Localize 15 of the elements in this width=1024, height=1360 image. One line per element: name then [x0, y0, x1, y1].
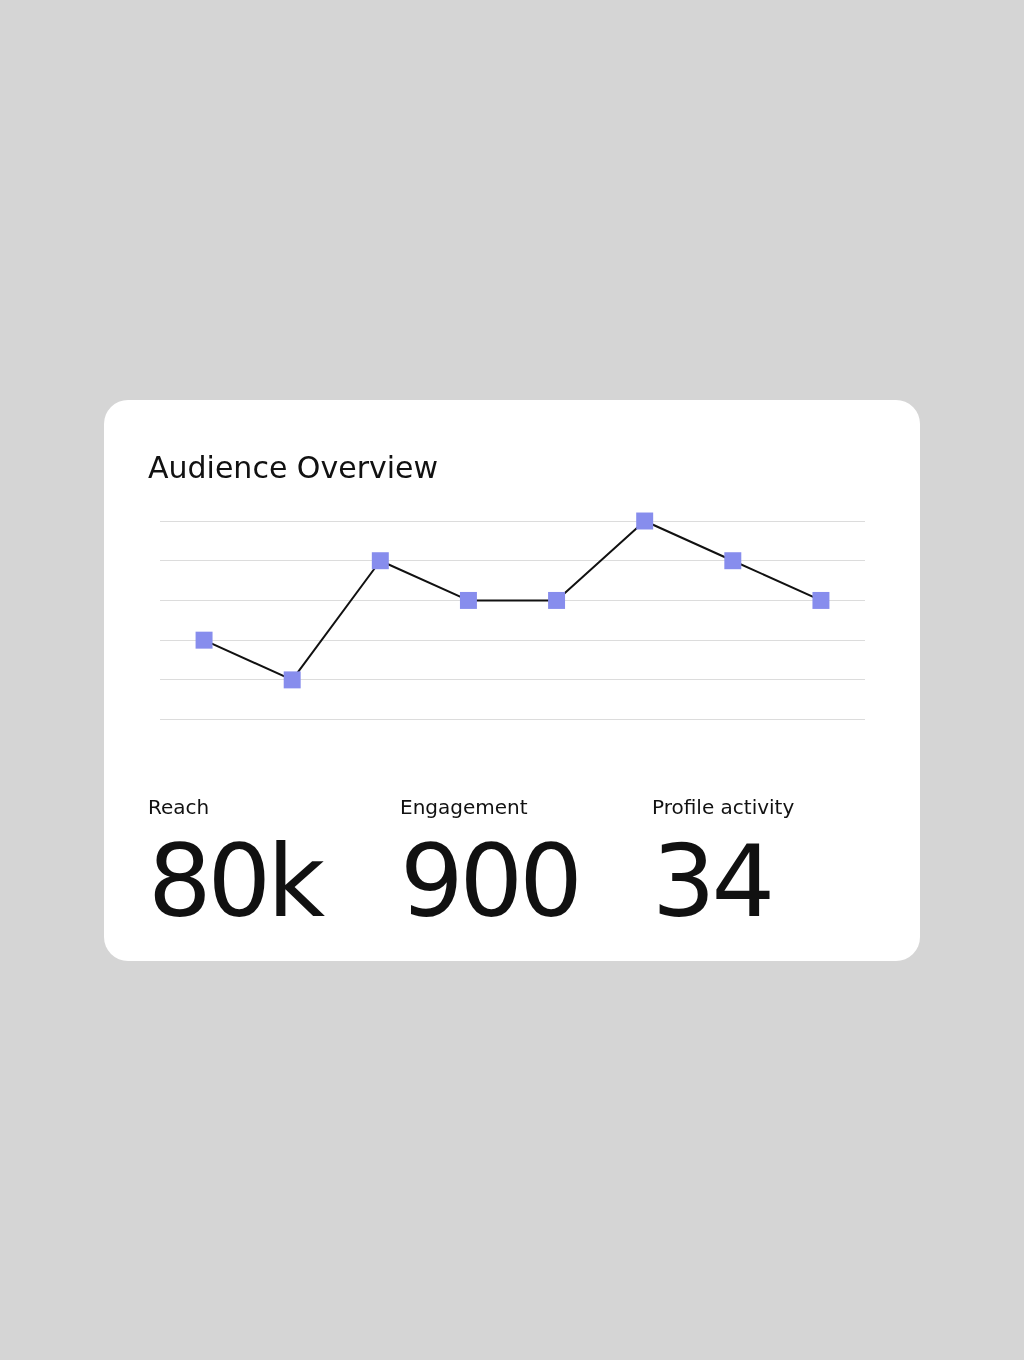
point [195, 631, 213, 649]
text: 80k [148, 823, 322, 940]
category-label: Engagement [400, 794, 529, 821]
point [636, 512, 654, 530]
point [812, 591, 830, 609]
category-label: Profile activity [652, 794, 796, 821]
point [371, 552, 389, 570]
point [283, 671, 301, 689]
category-label: Reach [148, 794, 211, 821]
point [459, 591, 477, 609]
point [548, 591, 566, 609]
point [724, 552, 742, 570]
chart-title: Audience Overview [148, 449, 440, 487]
text: 34 [652, 823, 772, 940]
text: 900 [400, 823, 579, 940]
